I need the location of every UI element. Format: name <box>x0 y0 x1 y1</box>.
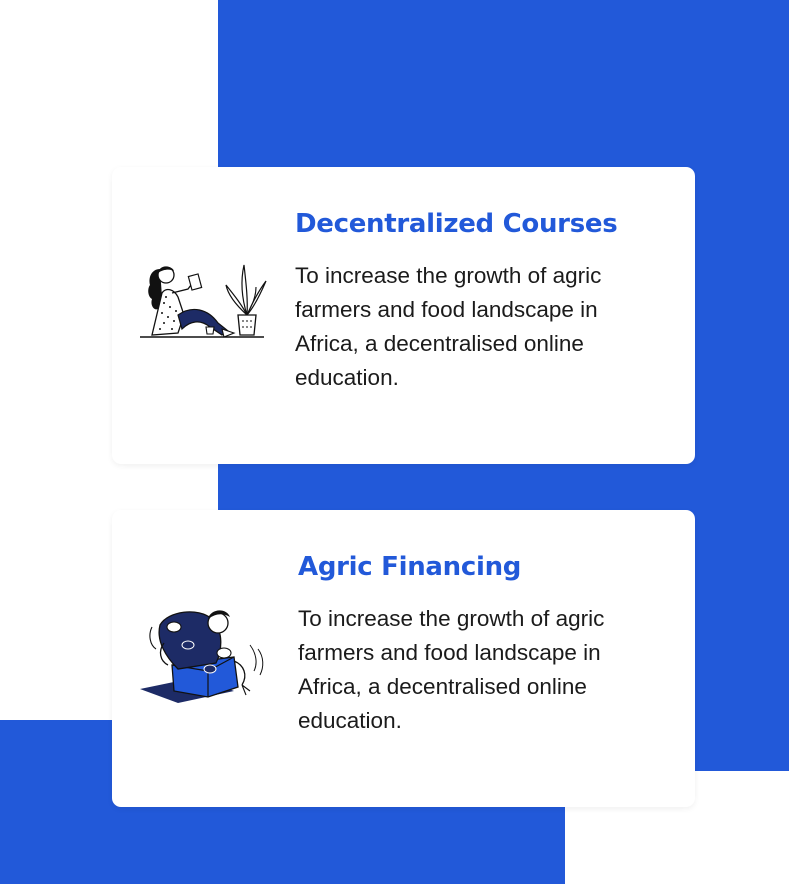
card-title: Decentralized Courses <box>295 209 618 239</box>
card-description: To increase the growth of agric farmers … <box>295 263 602 390</box>
feature-card-decentralized-courses: Decentralized Courses To increase the gr… <box>112 167 695 464</box>
card-text: Decentralized Courses To increase the gr… <box>295 207 665 395</box>
woman-reading-illustration <box>138 259 268 369</box>
person-in-box-illustration <box>138 605 268 715</box>
card-description: To increase the growth of agric farmers … <box>298 606 605 733</box>
feature-card-agric-financing: Agric Financing To increase the growth o… <box>112 510 695 807</box>
card-text: Agric Financing To increase the growth o… <box>298 550 668 738</box>
card-title: Agric Financing <box>298 552 522 582</box>
